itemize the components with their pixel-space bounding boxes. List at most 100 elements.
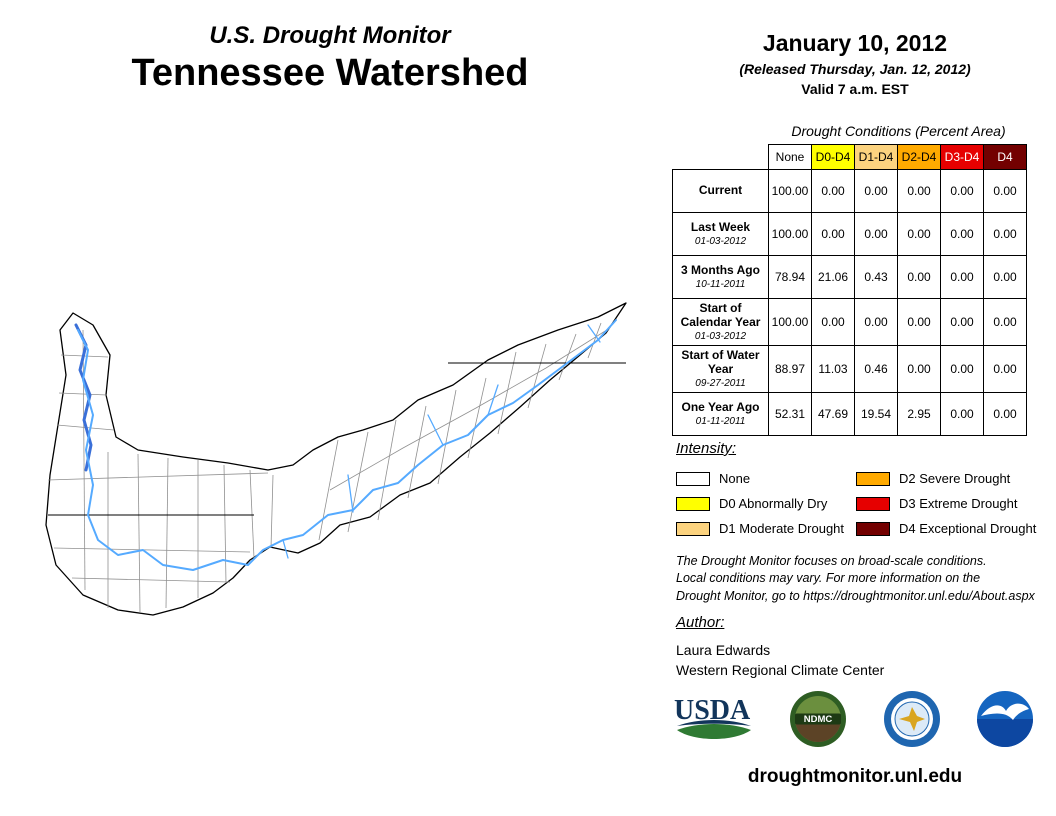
percent-area-cell: 100.00: [768, 297, 812, 347]
legend-label: D1 Moderate Drought: [719, 521, 845, 536]
author-name: Laura Edwards: [676, 642, 771, 658]
author-heading: Author:: [676, 614, 725, 631]
percent-area-cell: 0.00: [811, 297, 855, 347]
percent-area-cell: 0.00: [854, 169, 898, 213]
percent-area-cell: 0.00: [983, 255, 1027, 299]
percent-area-cell: 0.00: [811, 169, 855, 213]
percent-area-cell: 47.69: [811, 392, 855, 437]
table-corner-cell: [672, 144, 769, 170]
ndmc-band: [795, 713, 842, 725]
column-header-d3-d4: D3-D4: [940, 144, 984, 170]
state-boundaries: [48, 362, 626, 516]
watershed-map-svg: [45, 302, 627, 616]
row-label: Current: [672, 169, 769, 213]
column-header-d0-d4: D0-D4: [811, 144, 855, 170]
author-block: Author: Laura Edwards Western Regional C…: [676, 614, 884, 681]
noaa-sea: [976, 719, 1033, 747]
percent-area-cell: 0.00: [897, 169, 941, 213]
percent-area-cell: 19.54: [854, 392, 898, 437]
drought-conditions-table: None D0-D4 D1-D4 D2-D4 D3-D4 D4 Current 100.00…: [672, 144, 1027, 437]
legend-item: D4 Exceptional Drought: [856, 516, 1042, 541]
legend-swatch: [856, 496, 890, 511]
table-caption: Drought Conditions (Percent Area): [791, 123, 1006, 139]
table-row: Start of Calendar Year 01-03-2012 100.00 0.…: [672, 297, 1027, 347]
percent-area-cell: 0.00: [940, 345, 984, 394]
commerce-eagle-icon: [898, 707, 925, 731]
percent-area-cell: 0.00: [897, 212, 941, 256]
legend-label: D2 Severe Drought: [899, 471, 1011, 486]
legend-item: D3 Extreme Drought: [856, 491, 1042, 516]
noaa-logo: [976, 691, 1033, 747]
percent-area-cell: 52.31: [768, 392, 812, 437]
river-tributaries: [282, 324, 601, 559]
table-row: One Year Ago 01-11-2011 52.31 47.69 19.54 2.9…: [672, 392, 1027, 437]
row-sublabel-date: 01-03-2012: [694, 330, 747, 342]
percent-area-cell: 0.00: [983, 297, 1027, 347]
percent-area-cell: 0.00: [854, 212, 898, 256]
county-boundaries: [47, 322, 611, 613]
title-block: U.S. Drought Monitor Tennessee Watershed: [10, 22, 650, 95]
percent-area-cell: 2.95: [897, 392, 941, 437]
percent-area-cell: 0.46: [854, 345, 898, 394]
row-label: Start of Water Year 09-27-2011: [672, 345, 769, 394]
usda-swoosh-navy: [677, 720, 751, 726]
percent-area-cell: 21.06: [811, 255, 855, 299]
disclaimer-text: The Drought Monitor focuses on broad-sca…: [676, 553, 1046, 605]
ndmc-logo-text: NDMC: [804, 714, 833, 725]
percent-area-cell: 0.00: [897, 297, 941, 347]
row-label: One Year Ago 01-11-2011: [672, 392, 769, 437]
noaa-gull-icon: [980, 703, 1029, 720]
table-row: Last Week 01-03-2012 100.00 0.00 0.00 0.00 0.0…: [672, 212, 1027, 256]
percent-area-cell: 0.00: [854, 297, 898, 347]
ndmc-logo: NDMC: [790, 691, 847, 747]
release-date: (Released Thursday, Jan. 12, 2012): [739, 61, 971, 77]
percent-area-cell: 100.00: [768, 212, 812, 256]
percent-area-cell: 0.00: [940, 297, 984, 347]
map-date: January 10, 2012: [762, 30, 948, 56]
legend-swatch: [856, 471, 890, 486]
column-header-d2-d4: D2-D4: [897, 144, 941, 170]
legend-swatch: [676, 471, 710, 486]
legend-label: None: [719, 471, 751, 486]
percent-area-cell: 0.43: [854, 255, 898, 299]
percent-area-cell: 88.97: [768, 345, 812, 394]
legend-item: None: [676, 466, 856, 491]
percent-area-cell: 78.94: [768, 255, 812, 299]
usda-logo: USDA: [674, 695, 751, 739]
footer-url: droughtmonitor.unl.edu: [747, 766, 963, 787]
table-row: Start of Water Year 09-27-2011 88.97 11.03 0…: [672, 345, 1027, 394]
row-sublabel-date: 01-11-2011: [695, 415, 746, 427]
legend-label: D4 Exceptional Drought: [899, 521, 1037, 536]
author-org: Western Regional Climate Center: [676, 662, 885, 679]
legend-label: D0 Abnormally Dry: [719, 496, 828, 511]
row-sublabel-date: 09-27-2011: [695, 377, 746, 389]
percent-area-cell: 0.00: [983, 345, 1027, 394]
legend-item: D1 Moderate Drought: [676, 516, 856, 541]
percent-area-cell: 0.00: [897, 255, 941, 299]
legend-swatch: [676, 521, 710, 536]
row-label: Last Week 01-03-2012: [672, 212, 769, 256]
disclaimer-line: Local conditions may vary. For more info…: [676, 571, 981, 586]
column-header-none: None: [768, 144, 812, 170]
legend-item: D0 Abnormally Dry: [676, 491, 856, 516]
legend-label: D3 Extreme Drought: [899, 496, 1018, 511]
percent-area-cell: 100.00: [768, 169, 812, 213]
legend-title: Intensity:: [676, 440, 737, 457]
percent-area-cell: 0.00: [940, 212, 984, 256]
watershed-outline: [45, 302, 627, 616]
ndmc-soil-half: [795, 719, 842, 742]
disclaimer-line: The Drought Monitor focuses on broad-sca…: [676, 554, 987, 568]
table-header-row: None D0-D4 D1-D4 D2-D4 D3-D4 D4: [672, 144, 1027, 170]
column-header-d4: D4: [983, 144, 1027, 170]
watershed-map: [28, 290, 658, 640]
percent-area-cell: 0.00: [940, 169, 984, 213]
column-header-d1-d4: D1-D4: [854, 144, 898, 170]
table-row: Current 100.00 0.00 0.00 0.00 0.00 0.00: [672, 169, 1027, 213]
table-row: 3 Months Ago 10-11-2011 78.94 21.06 0.43 0.00…: [672, 255, 1027, 299]
percent-area-cell: 11.03: [811, 345, 855, 394]
percent-area-cell: 0.00: [983, 392, 1027, 437]
percent-area-cell: 0.00: [983, 212, 1027, 256]
legend-item: D2 Severe Drought: [856, 466, 1042, 491]
percent-area-cell: 0.00: [811, 212, 855, 256]
